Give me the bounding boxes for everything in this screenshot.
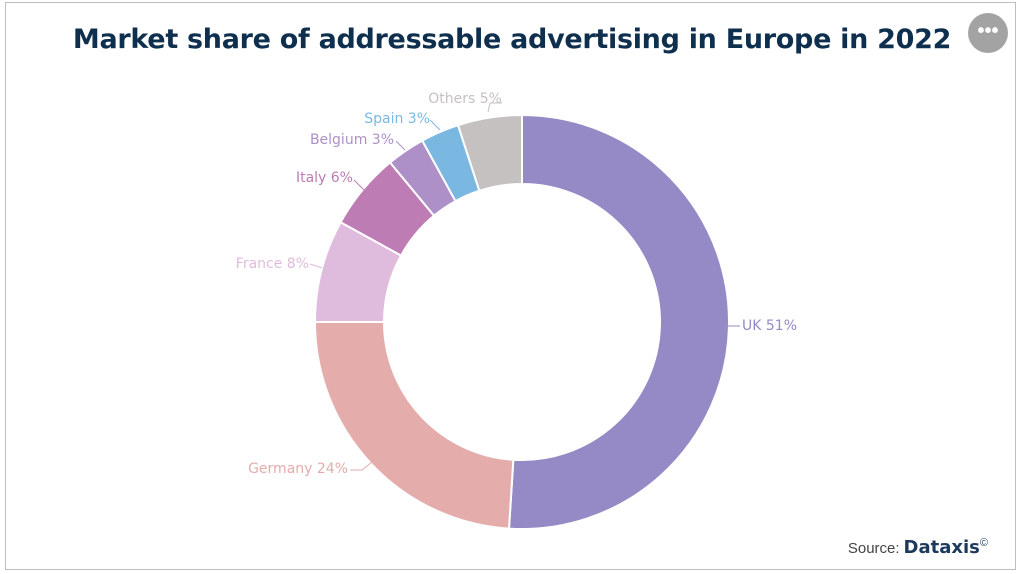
chart-frame [5,2,1016,570]
slice-others[interactable] [456,113,523,193]
copyright-mark: © [979,537,988,549]
data-label-italy: Italy 6% [296,170,353,186]
leader-line-france [309,263,323,269]
data-label-germany: Germany 24% [248,461,348,477]
source-label: Source: [847,540,900,557]
chart-title: Market share of addressable advertising … [72,24,952,55]
leader-line-germany [350,461,373,471]
data-label-france: France 8% [236,256,309,272]
source-brand: Dataxis [903,537,980,558]
data-label-spain: Spain 3% [364,111,430,127]
data-label-uk: UK 51% [742,318,797,334]
leader-line-others [487,102,502,113]
source-credit: Source: Dataxis© [848,537,988,558]
leader-line-belgium [395,140,406,151]
data-label-others: Others 5% [428,91,502,107]
leader-line-italy [353,179,365,191]
leader-line-spain [429,119,441,131]
slice-germany[interactable] [313,321,515,530]
more-options-button[interactable]: ••• [968,13,1008,53]
data-label-belgium: Belgium 3% [310,132,394,148]
slice-uk[interactable] [507,113,730,530]
